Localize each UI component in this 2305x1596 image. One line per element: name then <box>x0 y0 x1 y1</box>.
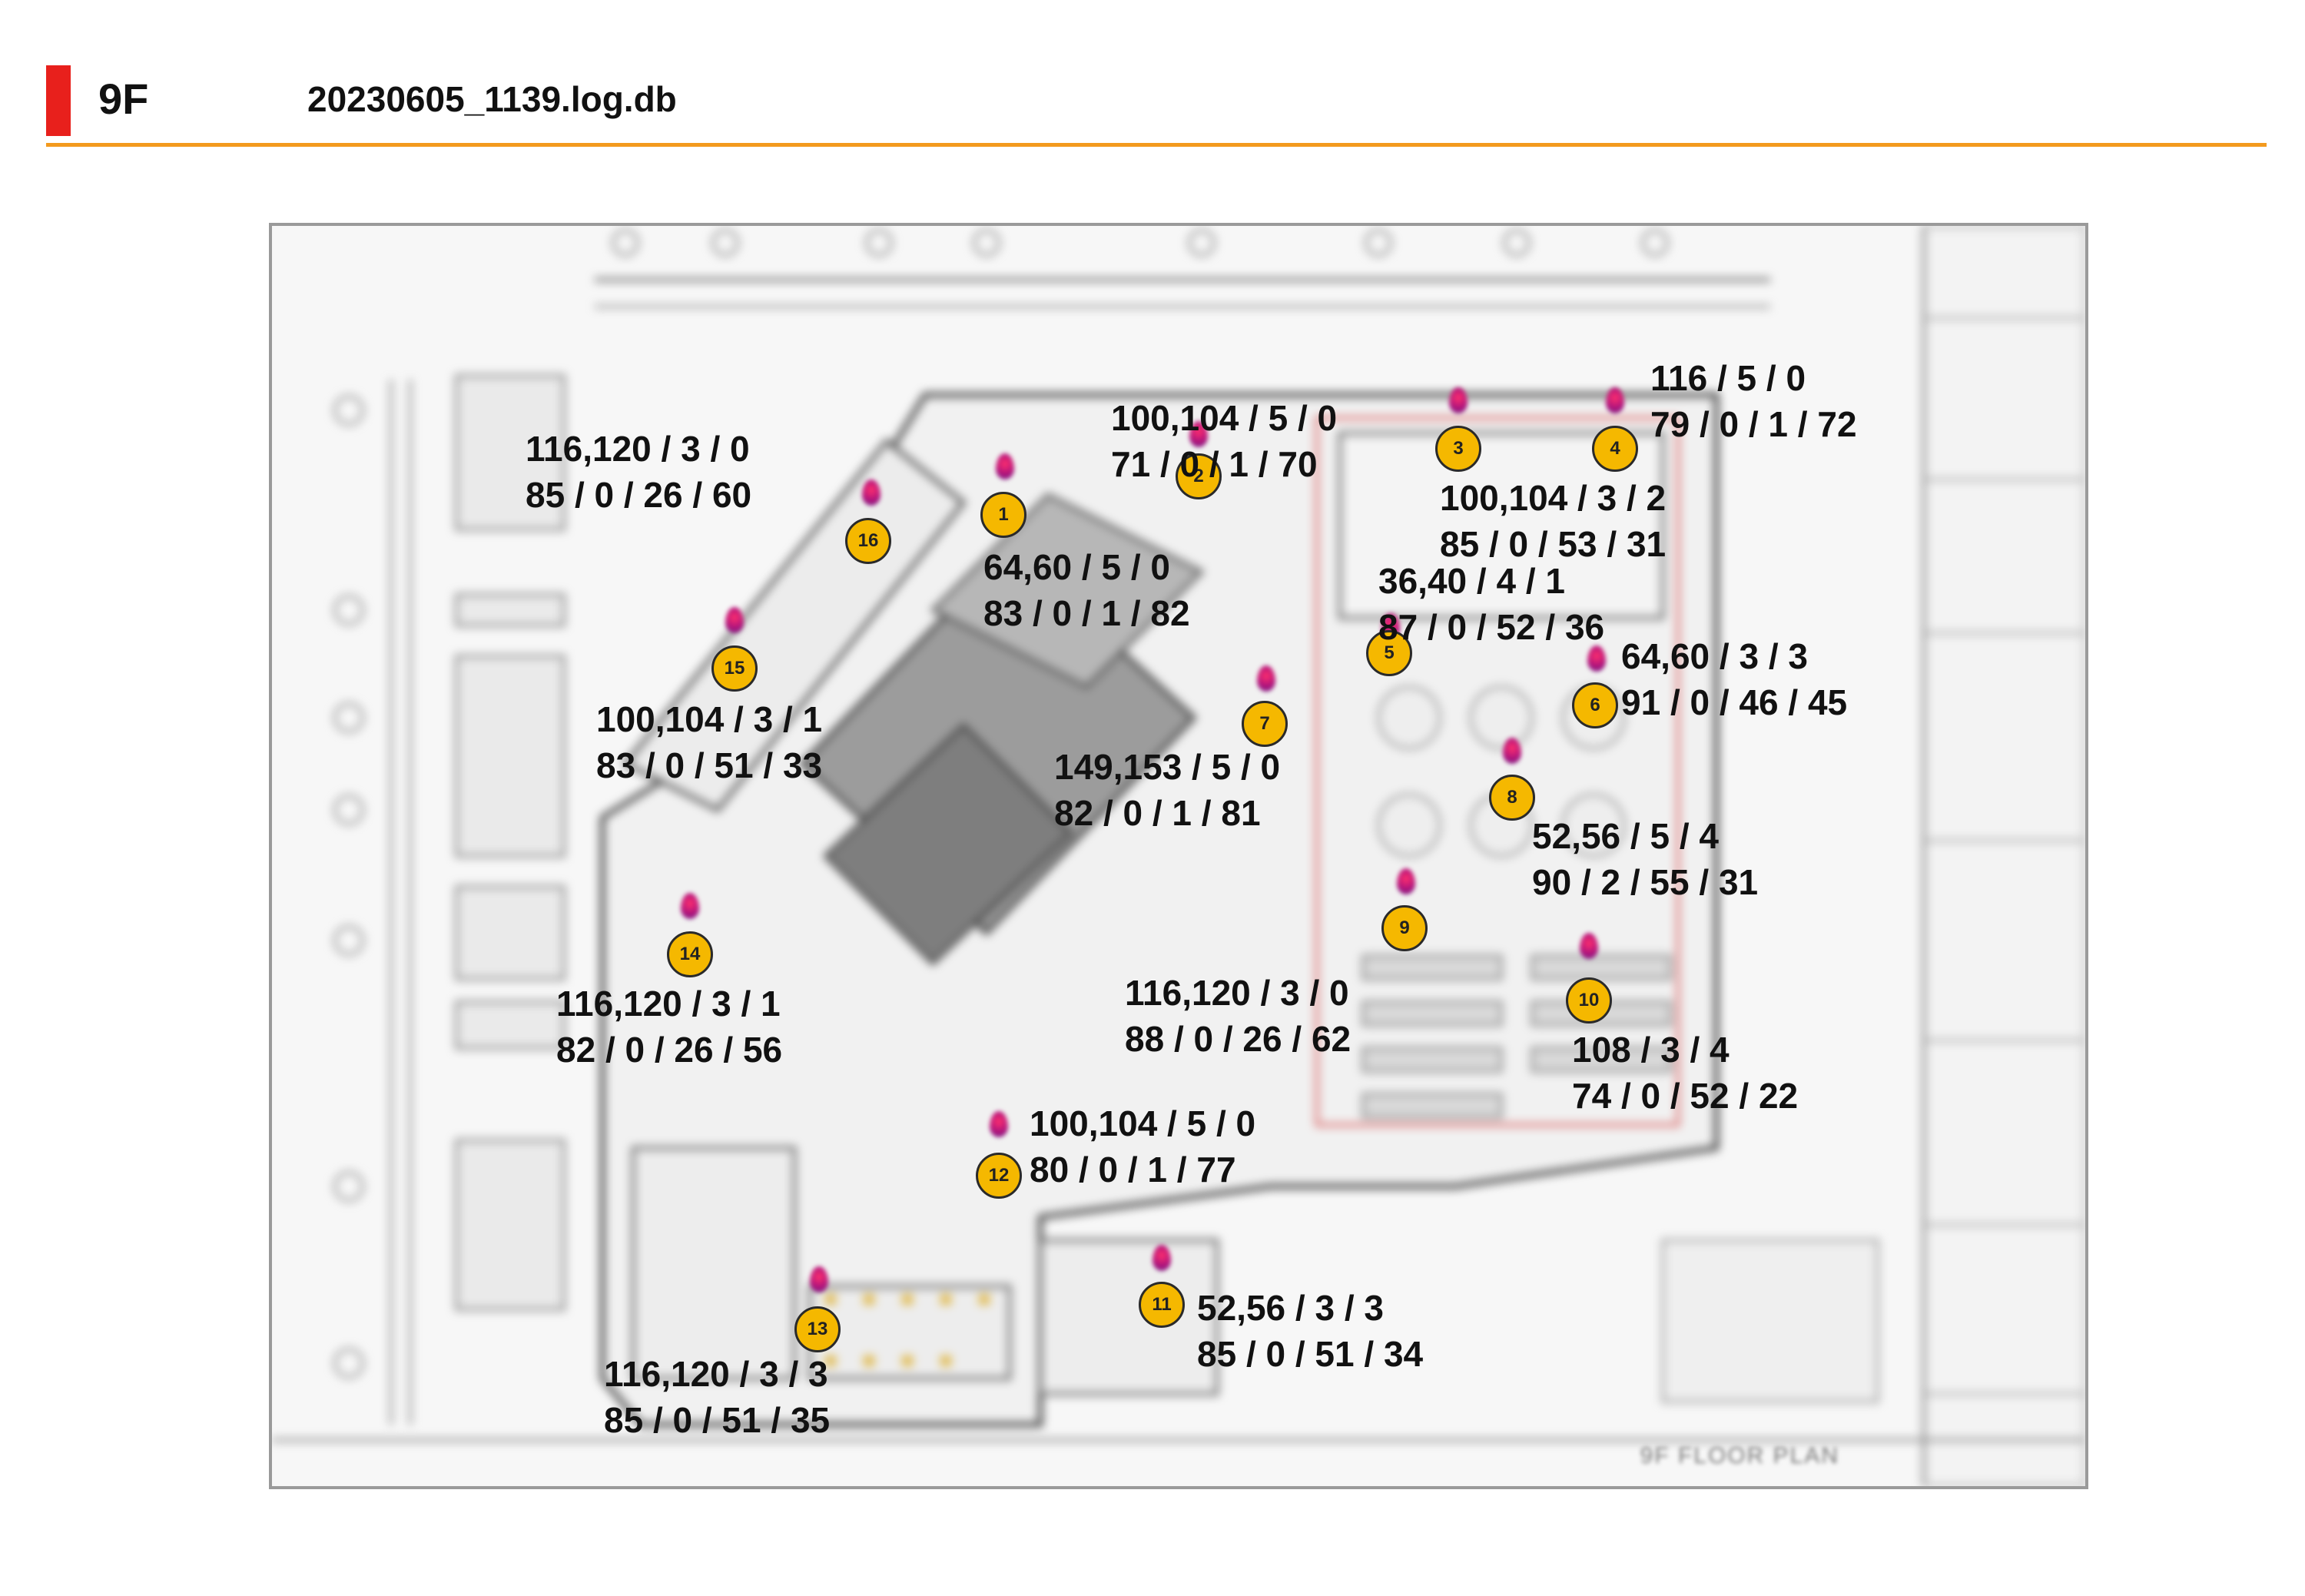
marker-1-label: 64,60 / 5 / 0 83 / 0 / 1 / 82 <box>983 544 1190 636</box>
marker-3[interactable]: 3 <box>1435 426 1481 472</box>
marker-8-label: 52,56 / 5 / 4 90 / 2 / 55 / 31 <box>1532 813 1758 905</box>
marker-13-label: 116,120 / 3 / 3 85 / 0 / 51 / 35 <box>604 1351 830 1443</box>
marker-7-line1: 149,153 / 5 / 0 <box>1054 747 1281 787</box>
marker-6[interactable]: 6 <box>1572 682 1618 728</box>
marker-14-label: 116,120 / 3 / 1 82 / 0 / 26 / 56 <box>556 980 782 1073</box>
signal-pin-icon <box>681 893 699 919</box>
marker-16-label: 116,120 / 3 / 0 85 / 0 / 26 / 60 <box>526 426 751 518</box>
marker-7-label: 149,153 / 5 / 0 82 / 0 / 1 / 81 <box>1054 744 1280 836</box>
signal-pin-icon <box>1580 933 1598 959</box>
floor-plan-title: 9F FLOOR PLAN <box>1640 1443 1839 1468</box>
signal-pin-icon <box>1503 738 1521 764</box>
marker-15-line1: 100,104 / 3 / 1 <box>596 699 823 739</box>
marker-2-line2: 71 / 0 / 1 / 70 <box>1111 444 1318 484</box>
marker-13[interactable]: 13 <box>794 1306 841 1352</box>
header-divider <box>46 143 2267 147</box>
marker-15-label: 100,104 / 3 / 1 83 / 0 / 51 / 33 <box>596 696 822 788</box>
marker-10-line1: 108 / 3 / 4 <box>1572 1030 1730 1070</box>
marker-15-line2: 83 / 0 / 51 / 33 <box>596 745 823 785</box>
signal-pin-icon <box>1587 645 1606 672</box>
marker-16-line2: 85 / 0 / 26 / 60 <box>526 475 752 515</box>
marker-6-label: 64,60 / 3 / 3 91 / 0 / 46 / 45 <box>1621 633 1847 725</box>
signal-pin-icon <box>810 1266 828 1292</box>
marker-16-line1: 116,120 / 3 / 0 <box>526 429 750 469</box>
marker-4-line1: 116 / 5 / 0 <box>1650 358 1806 398</box>
marker-6-line1: 64,60 / 3 / 3 <box>1621 636 1808 676</box>
marker-5-line1: 36,40 / 4 / 1 <box>1378 561 1565 601</box>
marker-9-line2: 88 / 0 / 26 / 62 <box>1125 1019 1351 1059</box>
marker-2-label: 100,104 / 5 / 0 71 / 0 / 1 / 70 <box>1111 395 1337 487</box>
marker-12[interactable]: 12 <box>976 1153 1022 1199</box>
marker-1[interactable]: 1 <box>980 492 1026 538</box>
marker-12-line1: 100,104 / 5 / 0 <box>1030 1103 1256 1143</box>
marker-10-label: 108 / 3 / 4 74 / 0 / 52 / 22 <box>1572 1027 1798 1119</box>
marker-7[interactable]: 7 <box>1242 701 1288 747</box>
floor-plan: 9F FLOOR PLAN <box>269 223 2088 1489</box>
marker-9-line1: 116,120 / 3 / 0 <box>1125 973 1349 1013</box>
signal-pin-icon <box>1606 387 1624 413</box>
marker-14[interactable]: 14 <box>667 931 713 977</box>
marker-16[interactable]: 16 <box>845 518 891 564</box>
marker-8[interactable]: 8 <box>1489 775 1535 821</box>
signal-pin-icon <box>1257 665 1275 692</box>
marker-2[interactable]: 2 <box>1176 453 1222 499</box>
marker-2-line1: 100,104 / 5 / 0 <box>1111 398 1338 438</box>
marker-5-line2: 87 / 0 / 52 / 36 <box>1378 607 1605 647</box>
marker-10-line2: 74 / 0 / 52 / 22 <box>1572 1076 1799 1116</box>
signal-pin-icon <box>1449 387 1468 413</box>
marker-3-line1: 100,104 / 3 / 2 <box>1440 478 1667 518</box>
marker-11-line1: 52,56 / 3 / 3 <box>1197 1288 1384 1328</box>
marker-6-line2: 91 / 0 / 46 / 45 <box>1621 682 1848 722</box>
marker-9-label: 116,120 / 3 / 0 88 / 0 / 26 / 62 <box>1125 970 1351 1062</box>
marker-3-label: 100,104 / 3 / 2 85 / 0 / 53 / 31 <box>1440 475 1666 567</box>
signal-pin-icon <box>1189 421 1208 447</box>
marker-3-line2: 85 / 0 / 53 / 31 <box>1440 524 1667 564</box>
signal-pin-icon <box>990 1111 1008 1137</box>
floor-indicator-bar <box>46 65 71 136</box>
signal-pin-icon <box>862 479 881 506</box>
signal-pin-icon <box>996 453 1014 479</box>
marker-14-line2: 82 / 0 / 26 / 56 <box>556 1030 783 1070</box>
marker-13-line1: 116,120 / 3 / 3 <box>604 1354 828 1394</box>
marker-11-label: 52,56 / 3 / 3 85 / 0 / 51 / 34 <box>1197 1285 1423 1377</box>
marker-7-line2: 82 / 0 / 1 / 81 <box>1054 793 1261 833</box>
marker-8-line2: 90 / 2 / 55 / 31 <box>1532 862 1759 902</box>
marker-4-line2: 79 / 0 / 1 / 72 <box>1650 404 1857 444</box>
marker-11[interactable]: 11 <box>1139 1282 1185 1328</box>
marker-1-line1: 64,60 / 5 / 0 <box>983 547 1170 587</box>
marker-9[interactable]: 9 <box>1381 905 1428 951</box>
floor-label: 9F <box>98 75 149 123</box>
marker-11-line2: 85 / 0 / 51 / 34 <box>1197 1334 1424 1374</box>
marker-1-line2: 83 / 0 / 1 / 82 <box>983 593 1190 633</box>
signal-pin-icon <box>725 607 744 633</box>
marker-12-line2: 80 / 0 / 1 / 77 <box>1030 1150 1236 1190</box>
log-filename: 20230605_1139.log.db <box>307 79 677 119</box>
marker-12-label: 100,104 / 5 / 0 80 / 0 / 1 / 77 <box>1030 1100 1255 1193</box>
marker-5[interactable]: 5 <box>1366 630 1412 676</box>
marker-10[interactable]: 10 <box>1566 977 1612 1024</box>
marker-15[interactable]: 15 <box>711 645 758 692</box>
signal-pin-icon <box>1152 1245 1171 1271</box>
marker-8-line1: 52,56 / 5 / 4 <box>1532 816 1719 856</box>
marker-5-label: 36,40 / 4 / 1 87 / 0 / 52 / 36 <box>1378 558 1604 650</box>
marker-13-line2: 85 / 0 / 51 / 35 <box>604 1400 831 1440</box>
marker-4-label: 116 / 5 / 0 79 / 0 / 1 / 72 <box>1650 355 1857 447</box>
floor-plan-drawing <box>272 226 2085 1486</box>
marker-4[interactable]: 4 <box>1592 426 1638 472</box>
marker-14-line1: 116,120 / 3 / 1 <box>556 984 781 1024</box>
signal-pin-icon <box>1397 868 1415 894</box>
